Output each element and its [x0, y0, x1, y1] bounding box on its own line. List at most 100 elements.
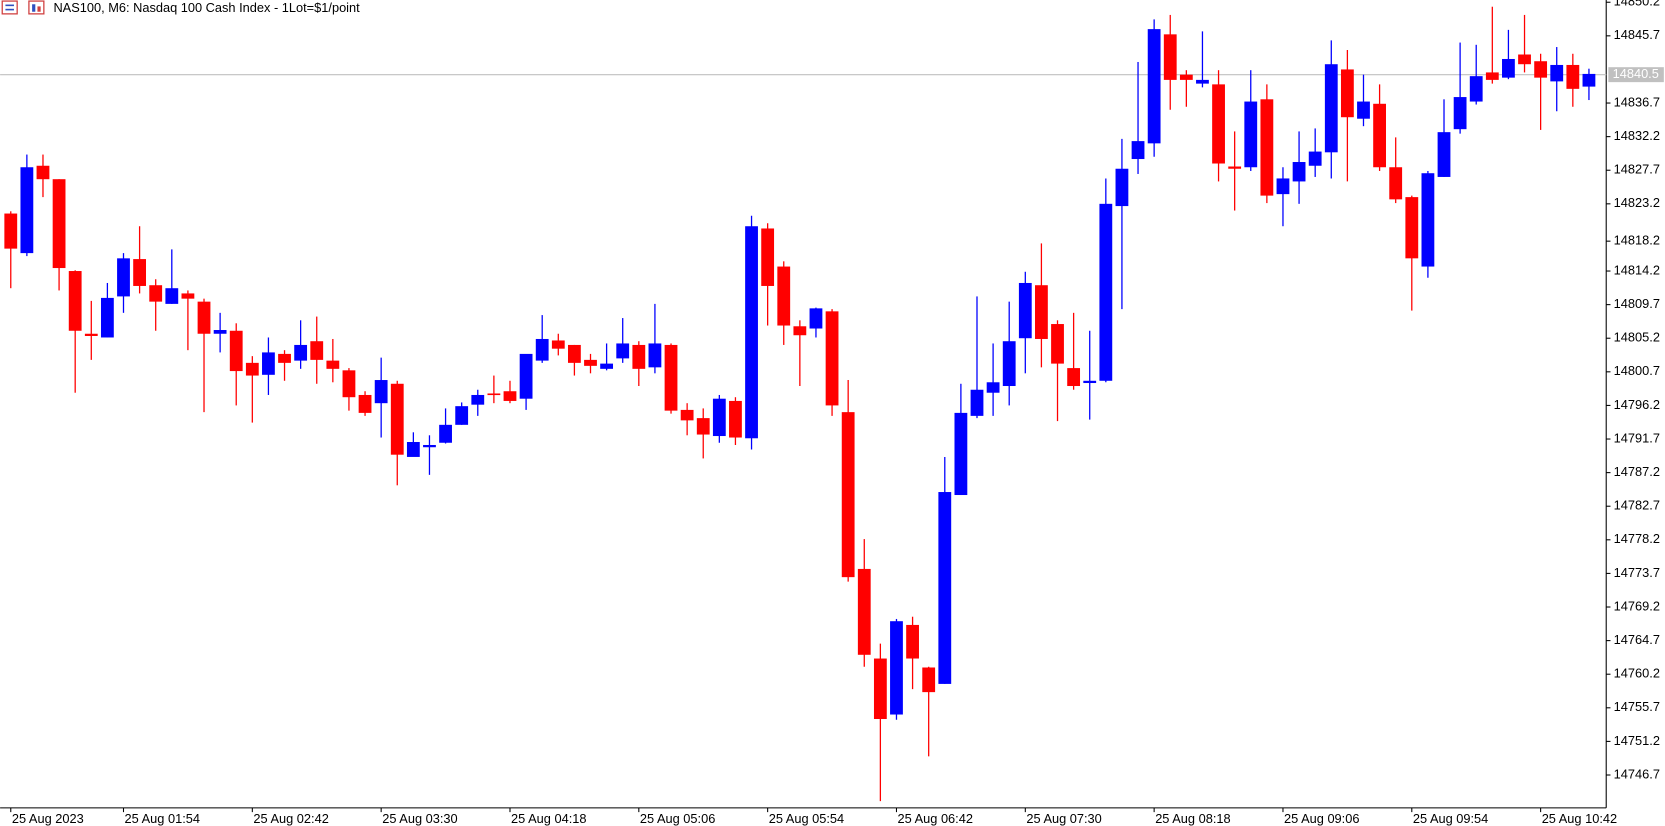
y-tick-label: 14845.7 — [1614, 27, 1660, 42]
y-tick-label: 14773.7 — [1614, 565, 1660, 580]
candle-body — [1357, 101, 1370, 119]
y-tick-label: 14836.7 — [1614, 94, 1660, 109]
y-tick-label: 14769.2 — [1614, 598, 1660, 613]
icon-chart — [28, 0, 45, 15]
candle-body — [149, 285, 163, 302]
candle-body — [1067, 368, 1081, 387]
candle-body — [471, 394, 485, 405]
candle-body — [342, 370, 356, 398]
candle-body — [1582, 73, 1596, 87]
candle-body — [1163, 34, 1177, 80]
candle-body — [906, 624, 919, 659]
y-tick-label: 14746.7 — [1614, 766, 1660, 781]
candle-body — [696, 418, 710, 435]
candle-body — [1502, 58, 1515, 78]
y-tick-label: 14791.7 — [1614, 430, 1660, 445]
candle-body — [406, 442, 420, 457]
candle-body — [584, 359, 597, 366]
candle-body — [648, 343, 662, 368]
x-tick-label: 25 Aug 03:30 — [382, 811, 457, 826]
candle-body — [857, 568, 871, 655]
candle-body — [1276, 178, 1290, 195]
y-tick-label: 14827.7 — [1614, 162, 1660, 177]
candle-body — [4, 213, 18, 249]
x-tick-label: 25 Aug 04:18 — [511, 811, 586, 826]
candle-body — [551, 340, 565, 349]
candle-body — [133, 259, 147, 286]
candle-body — [729, 400, 742, 438]
candle-body — [664, 344, 678, 411]
candle-body — [1566, 64, 1580, 89]
y-tick-label: 14764.7 — [1614, 632, 1660, 647]
candle-body — [1405, 197, 1419, 259]
candle-body — [181, 293, 195, 299]
y-tick-label: 14755.7 — [1614, 699, 1660, 714]
candle-body — [1196, 79, 1209, 84]
candle-body — [1099, 203, 1113, 381]
y-tick-label: 14818.2 — [1614, 233, 1660, 248]
candle-body — [455, 406, 469, 425]
candle-body — [761, 228, 775, 286]
candle-body — [632, 344, 646, 369]
x-tick-label: 25 Aug 07:30 — [1026, 811, 1101, 826]
candle-body — [1083, 380, 1097, 384]
y-tick-label: 14805.2 — [1614, 330, 1660, 345]
candle-body — [970, 389, 984, 416]
x-tick-label: 25 Aug 2023 — [12, 811, 84, 826]
candle-body — [890, 621, 903, 715]
candle-body — [519, 353, 533, 399]
candle-body — [1260, 99, 1274, 196]
candle-body — [262, 352, 275, 375]
candle-body — [841, 412, 855, 578]
chart-title: NAS100, M6: Nasdaq 100 Cash Index - 1Lot… — [53, 0, 360, 15]
y-tick-label: 14823.2 — [1614, 195, 1660, 210]
candle-body — [503, 391, 517, 401]
candle-body — [1340, 69, 1354, 118]
candle-body — [294, 344, 308, 361]
candle-body — [1373, 103, 1386, 168]
candle-body — [1485, 72, 1499, 80]
candle-body — [423, 444, 436, 448]
candle-body — [938, 492, 952, 684]
candle-body — [1389, 167, 1403, 200]
candle-body — [1051, 324, 1064, 364]
candle-body — [680, 409, 694, 421]
candle-body — [1179, 74, 1193, 80]
candle-body — [390, 383, 404, 455]
candle-body — [374, 380, 388, 404]
candle-body — [986, 382, 1000, 393]
candle-body — [229, 330, 243, 372]
y-tick-label: 14850.2 — [1614, 0, 1660, 9]
header-icons — [1, 0, 45, 15]
candle-body — [117, 258, 130, 297]
icon-chart-bar — [32, 4, 36, 12]
candle-body — [1292, 162, 1306, 182]
candle-body — [213, 330, 227, 334]
candle-body — [1018, 282, 1032, 339]
candle-body — [1453, 97, 1467, 130]
candle-body — [100, 297, 114, 338]
candle-body — [487, 393, 501, 396]
icon-list — [1, 0, 18, 15]
candle-body — [1550, 64, 1564, 82]
candle-body — [712, 398, 726, 437]
candle-body — [68, 271, 82, 331]
x-tick-label: 25 Aug 01:54 — [125, 811, 200, 826]
candle-body — [567, 344, 581, 363]
candle-body — [1228, 166, 1242, 169]
y-tick-label: 14800.7 — [1614, 363, 1660, 378]
candle-body — [1244, 101, 1258, 168]
candle-body — [825, 311, 839, 406]
candle-body — [600, 363, 614, 369]
candle-body — [1212, 84, 1225, 164]
candle-body — [809, 308, 823, 329]
y-tick-label: 14809.7 — [1614, 296, 1660, 311]
candle-body — [1131, 141, 1145, 160]
candle-body — [439, 424, 452, 443]
last-price-label: 14840.5 — [1613, 66, 1659, 81]
candle-body — [1035, 285, 1048, 339]
candle-body — [793, 326, 807, 336]
candle-body — [1421, 173, 1435, 267]
candle-body — [20, 167, 34, 254]
